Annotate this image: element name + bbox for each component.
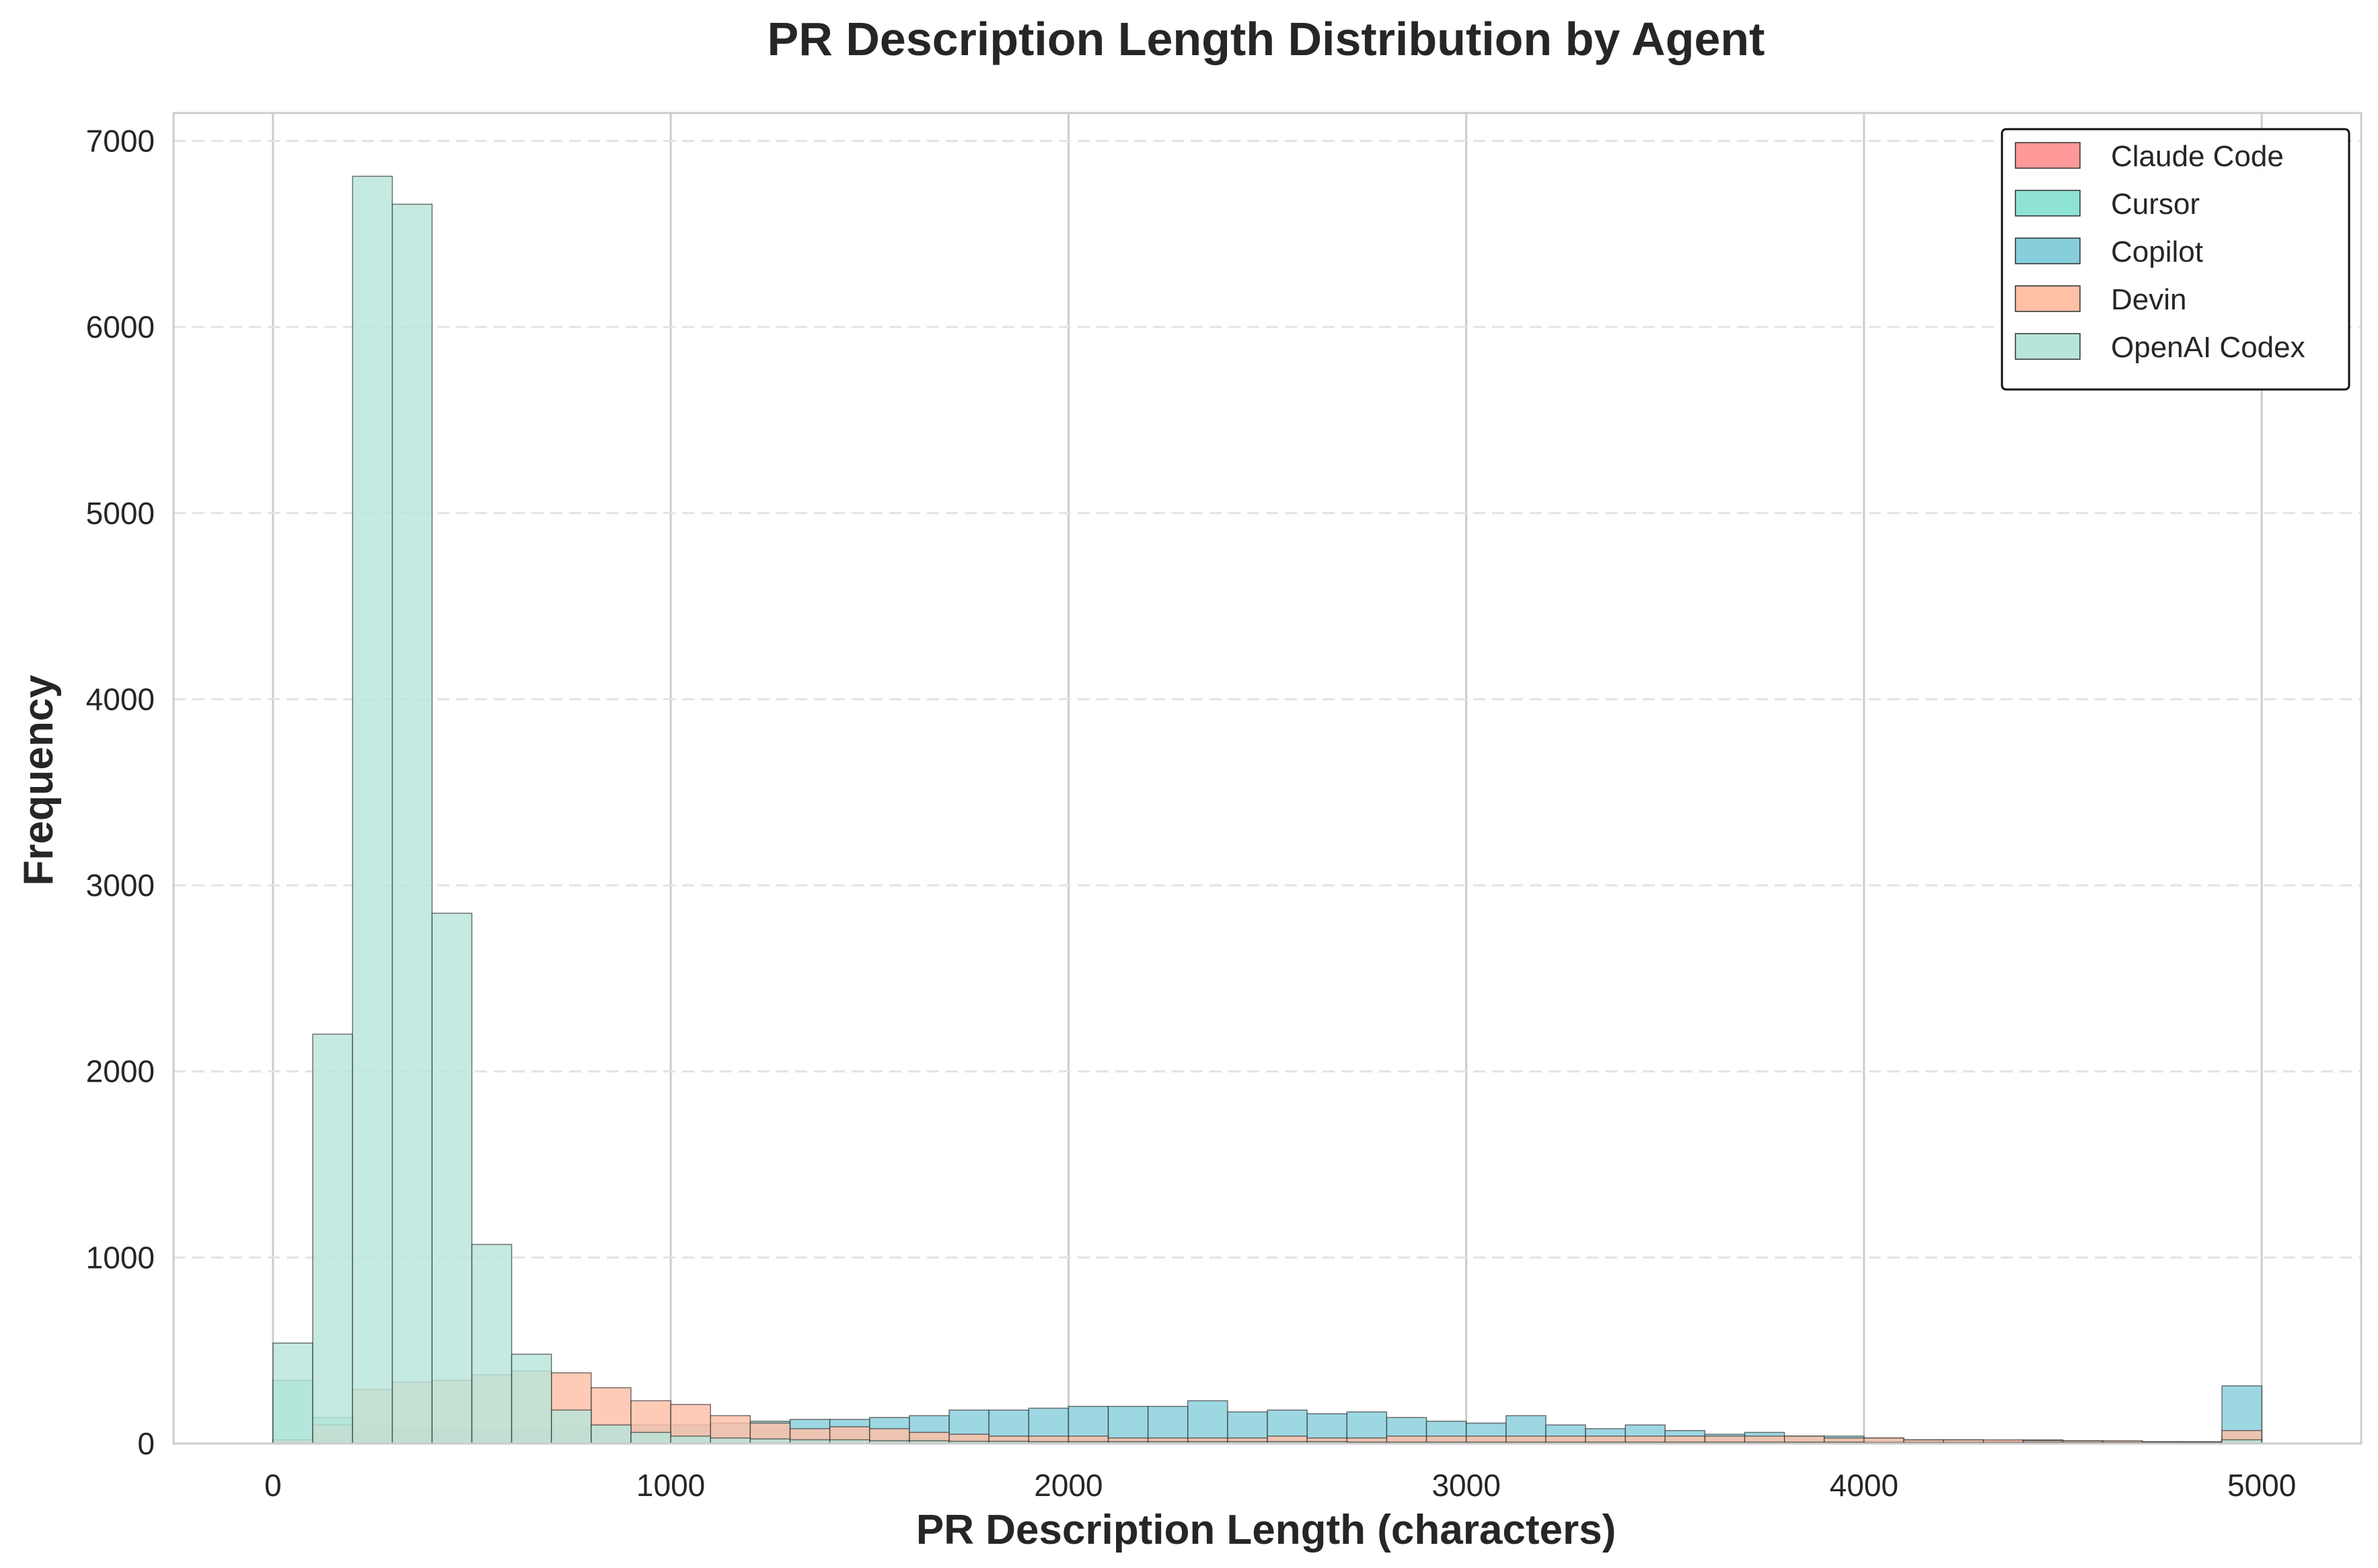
legend-swatch	[2015, 333, 2081, 360]
y-tick-label: 2000	[86, 1054, 155, 1089]
legend-swatch	[2015, 285, 2081, 312]
y-tick-label: 5000	[86, 496, 155, 531]
legend-label: Copilot	[2111, 235, 2203, 268]
histogram-bar	[352, 176, 393, 1444]
legend-label: OpenAI Codex	[2111, 331, 2305, 364]
legend-item: Copilot	[2015, 235, 2203, 268]
tick-labels: 0 1000 2000 3000 4000 5000 0 1000 2000 3000 4000 50…	[86, 123, 2297, 1503]
plot-frame	[172, 112, 2363, 1445]
histogram-bar	[630, 1431, 671, 1444]
histogram-bar	[312, 1033, 353, 1444]
x-tick-label: 0	[264, 1468, 282, 1503]
legend-item: Claude Code	[2015, 140, 2284, 173]
histogram-bar	[591, 1424, 632, 1444]
legend-item: Cursor	[2015, 188, 2200, 221]
histogram-bar	[431, 912, 473, 1444]
y-axis-label: Frequency	[15, 675, 62, 886]
y-tick-label: 6000	[86, 309, 155, 344]
grid	[174, 113, 2361, 1445]
legend-item: Devin	[2015, 283, 2187, 316]
histogram-bar	[392, 203, 433, 1444]
histogram-bar	[1147, 1405, 1189, 1444]
y-tick-label: 1000	[86, 1240, 155, 1275]
histogram-bar	[272, 1342, 313, 1444]
legend-swatch	[2015, 142, 2081, 169]
legend: Claude Code Cursor Copilot Devin OpenAI Code…	[2001, 128, 2350, 391]
y-tick-label: 7000	[86, 123, 155, 158]
legend-box	[2001, 128, 2350, 391]
x-axis-label: PR Description Length (characters)	[916, 1507, 1616, 1553]
histogram-bar	[670, 1435, 711, 1444]
legend-label: Cursor	[2111, 188, 2200, 221]
histogram-bar	[1187, 1400, 1228, 1444]
x-tick-label: 4000	[1830, 1468, 1898, 1503]
legend-label: Claude Code	[2111, 140, 2284, 173]
x-tick-label: 1000	[636, 1468, 705, 1503]
legend-item: OpenAI Codex	[2015, 331, 2305, 364]
x-tick-label: 5000	[2227, 1468, 2296, 1503]
legend-swatch	[2015, 237, 2081, 264]
chart-title: PR Description Length Distribution by Ag…	[768, 13, 1765, 65]
y-tick-label: 3000	[86, 868, 155, 903]
legend-swatch	[2015, 190, 2081, 217]
histogram-bar	[471, 1244, 513, 1444]
series-openai-codex	[272, 176, 2262, 1444]
legend-label: Devin	[2111, 283, 2187, 316]
histogram-bar	[551, 1409, 592, 1444]
x-tick-label: 3000	[1432, 1468, 1500, 1503]
y-tick-label: 0	[137, 1426, 155, 1461]
x-tick-label: 2000	[1034, 1468, 1103, 1503]
histogram-bar	[511, 1353, 552, 1444]
y-tick-label: 4000	[86, 681, 155, 716]
